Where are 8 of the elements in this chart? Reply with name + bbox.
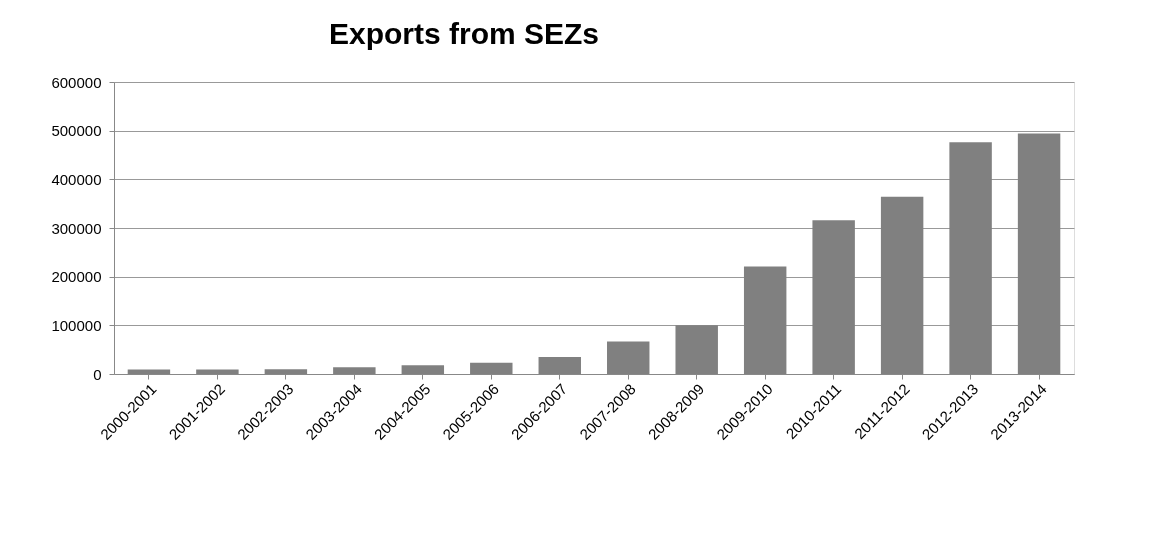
chart-title: Exports from SEZs bbox=[328, 17, 600, 50]
y-tick-label: 600000 bbox=[51, 73, 102, 91]
y-tick-label: 200000 bbox=[51, 268, 102, 286]
y-tick-label: 400000 bbox=[51, 170, 102, 188]
y-tick-label: 100000 bbox=[51, 316, 102, 334]
y-tick-label: 300000 bbox=[51, 219, 102, 237]
y-tick-label: 0 bbox=[93, 365, 102, 383]
y-tick-label: 500000 bbox=[51, 122, 102, 140]
